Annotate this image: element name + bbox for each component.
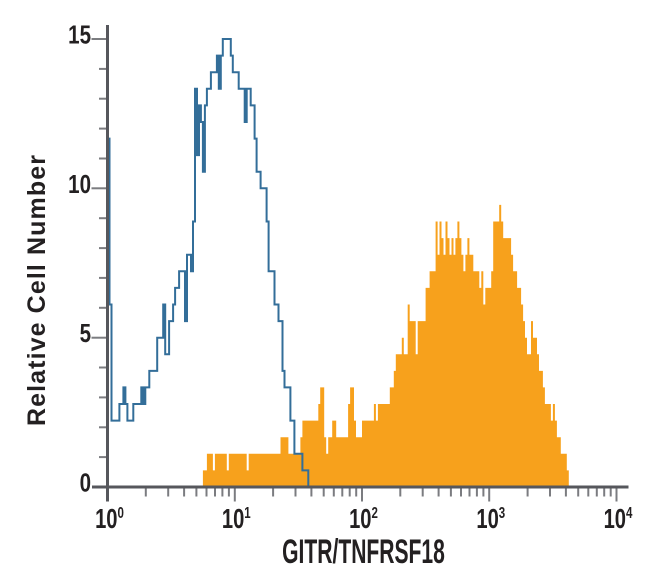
svg-text:GITR/TNFRSF18: GITR/TNFRSF18 [282,532,445,570]
svg-text:5: 5 [80,319,91,348]
svg-text:15: 15 [68,20,91,49]
svg-text:104: 104 [604,503,633,535]
svg-text:10: 10 [68,169,91,198]
svg-text:100: 100 [95,503,124,535]
svg-text:102: 102 [349,503,378,535]
svg-text:Relative Cell Number: Relative Cell Number [23,154,51,426]
svg-text:103: 103 [476,503,505,535]
svg-text:101: 101 [222,503,251,535]
svg-text:0: 0 [80,468,91,497]
